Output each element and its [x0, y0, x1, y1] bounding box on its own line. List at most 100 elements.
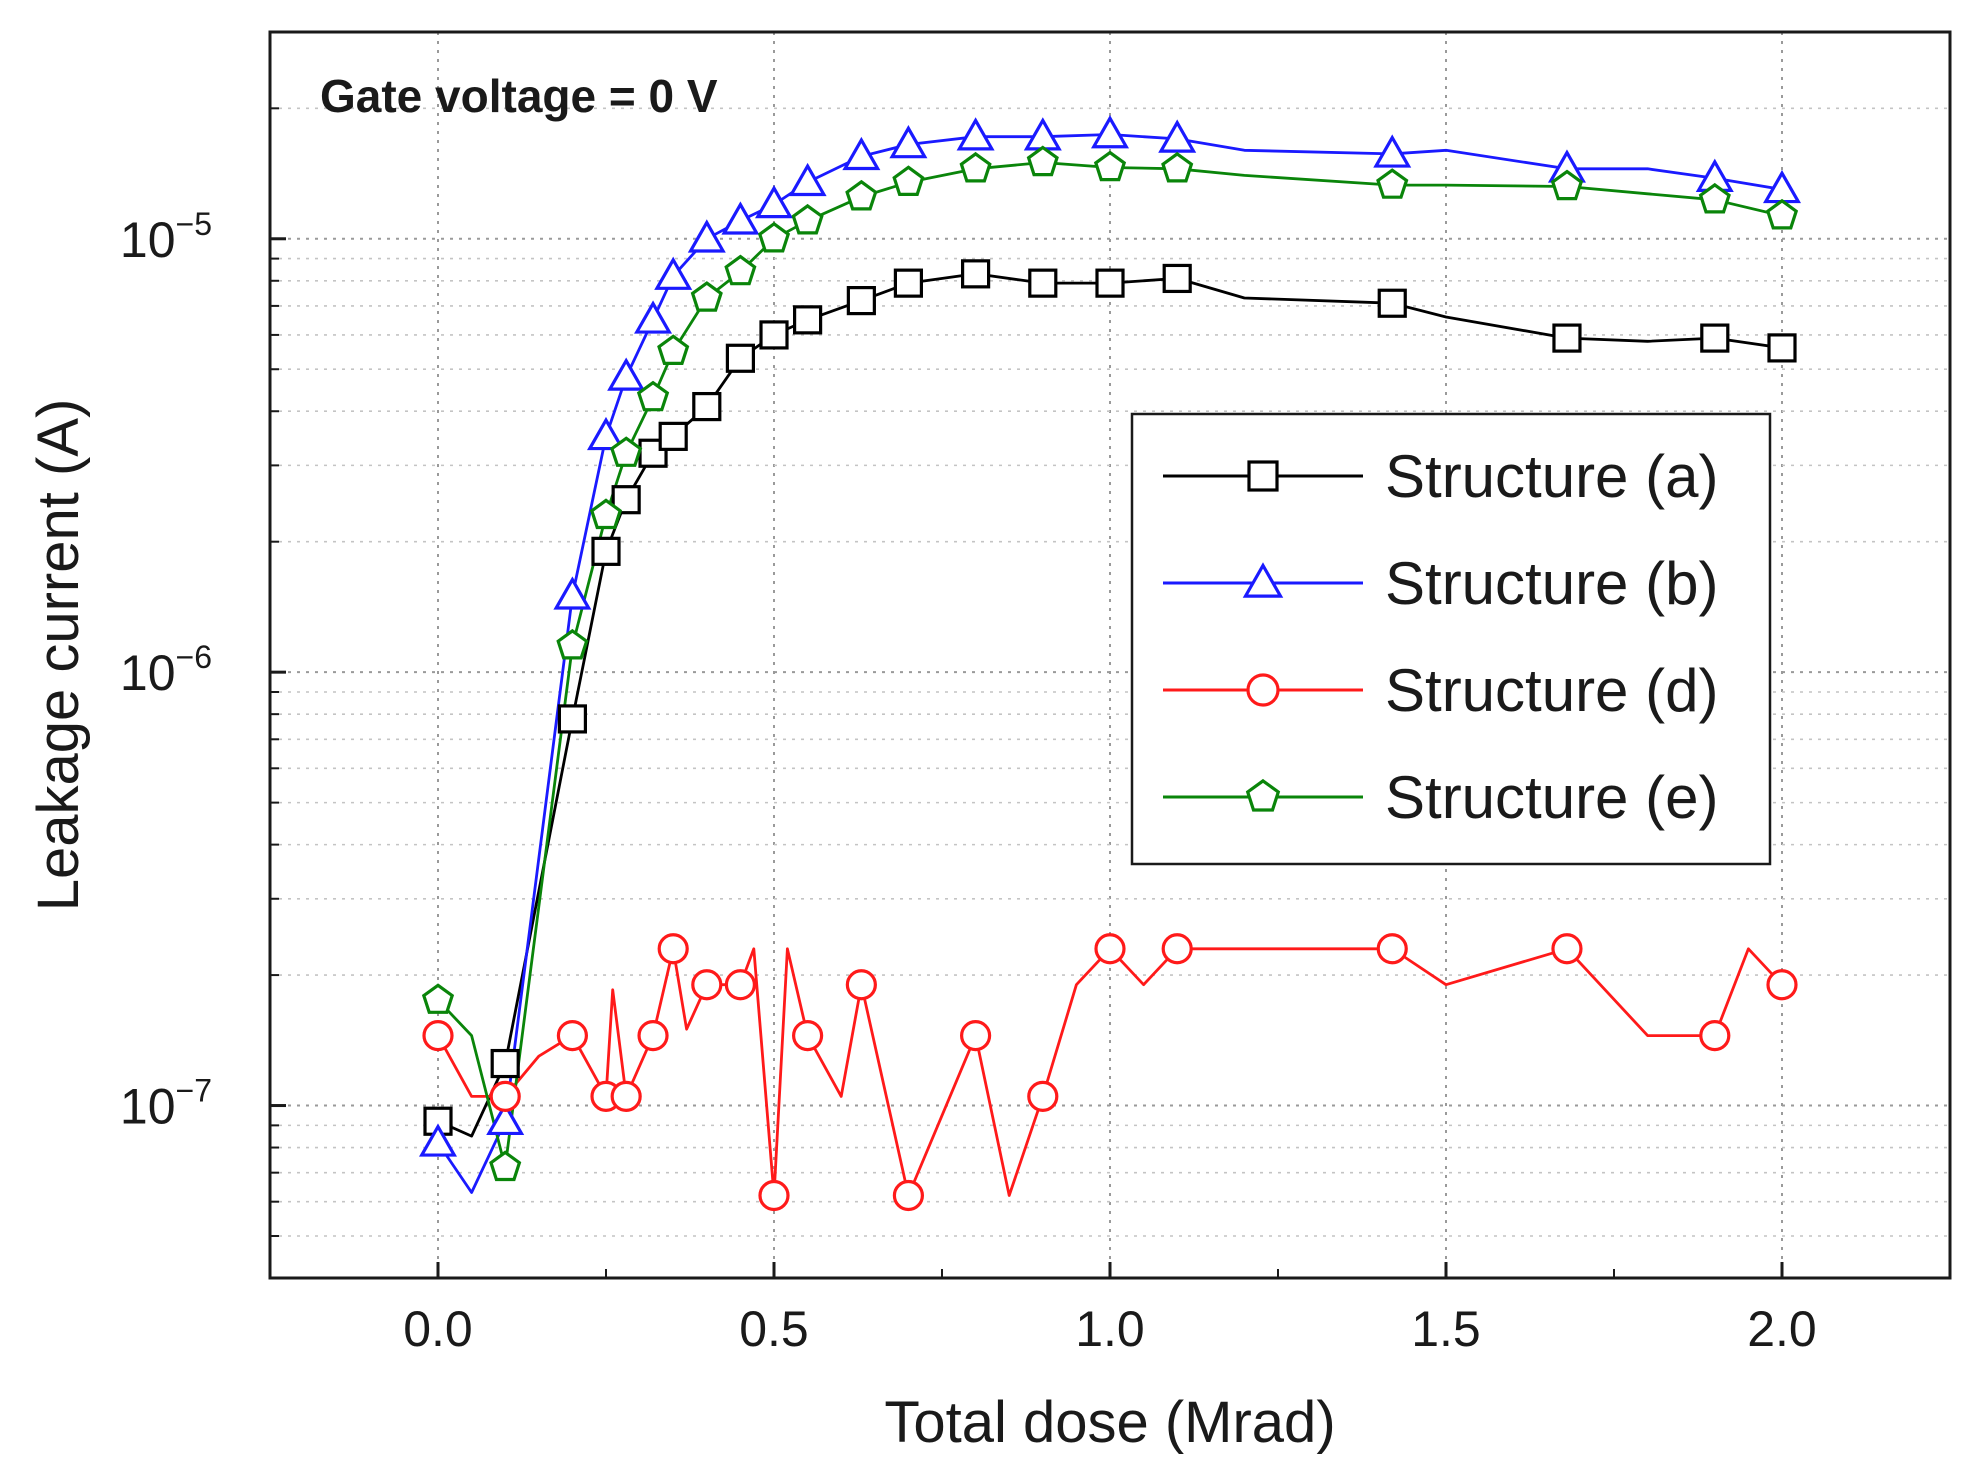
gate-voltage-annotation: Gate voltage = 0 V — [320, 70, 718, 122]
x-tick-label: 1.5 — [1411, 1301, 1481, 1357]
data-point-2 — [845, 969, 877, 1001]
data-point-2 — [1699, 1020, 1731, 1052]
data-point-3 — [1093, 150, 1127, 182]
data-point-1 — [1373, 134, 1412, 168]
data-point-3 — [1698, 182, 1731, 214]
data-point-3 — [636, 380, 670, 412]
x-axis-label: Total dose (Mrad) — [884, 1390, 1335, 1455]
data-point-3 — [1550, 169, 1584, 201]
y-tick-labels: 10−5 10−6 10−7 — [120, 206, 212, 1135]
legend-label: Structure (d) — [1385, 657, 1718, 724]
legend-marker — [1246, 673, 1280, 707]
legend-label: Structure (a) — [1385, 443, 1718, 510]
data-point-0 — [725, 343, 756, 373]
data-point-2 — [724, 969, 757, 1001]
data-point-2 — [1766, 969, 1798, 1001]
data-point-1 — [418, 1123, 458, 1157]
data-point-2 — [758, 1179, 790, 1212]
data-point-3 — [610, 436, 643, 467]
data-point-0 — [846, 286, 876, 316]
legend-marker — [1245, 778, 1281, 812]
data-point-2 — [791, 1020, 824, 1052]
data-point-3 — [1376, 168, 1409, 199]
data-point-3 — [791, 203, 824, 235]
data-point-1 — [889, 125, 928, 159]
axis-ticks — [269, 107, 1951, 1279]
data-point-1 — [842, 136, 881, 171]
data-point-1 — [654, 256, 693, 290]
data-point-3 — [690, 281, 723, 312]
y-axis-label: Leakage current (A) — [26, 399, 91, 912]
data-point-3 — [1765, 198, 1799, 230]
data-point-3 — [1026, 145, 1059, 177]
x-tick-label: 0.0 — [403, 1301, 473, 1357]
data-point-0 — [591, 536, 621, 566]
data-point-2 — [422, 1020, 454, 1052]
data-point-3 — [959, 151, 992, 183]
legend-box — [1130, 412, 1772, 866]
data-point-1 — [1158, 119, 1197, 153]
data-point-0 — [1700, 323, 1730, 353]
data-point-1 — [1023, 117, 1062, 151]
data-point-1 — [788, 162, 827, 197]
data-point-3 — [657, 334, 690, 365]
data-point-2 — [892, 1179, 925, 1212]
data-point-3 — [489, 1150, 522, 1182]
data-point-0 — [1028, 268, 1058, 298]
data-point-2 — [1376, 933, 1408, 965]
legend-label: Structure (e) — [1385, 764, 1718, 831]
data-point-3 — [556, 628, 589, 660]
series-markers — [418, 115, 1802, 1212]
data-point-0 — [759, 320, 789, 350]
data-point-0 — [692, 391, 722, 422]
data-point-3 — [892, 165, 925, 196]
data-point-1 — [634, 300, 673, 334]
x-tick-labels: 0.0 0.5 1.0 1.5 2.0 — [403, 1301, 1817, 1357]
legend: Structure (a) Structure (b) Structure (d) S… — [1130, 412, 1772, 866]
data-point-0 — [557, 704, 588, 734]
data-point-2 — [1094, 933, 1126, 965]
data-point-1 — [956, 117, 995, 151]
data-point-1 — [754, 184, 794, 219]
data-point-1 — [1090, 115, 1130, 149]
data-point-3 — [757, 221, 791, 253]
data-point-3 — [724, 254, 757, 286]
legend-marker — [1242, 562, 1284, 598]
data-point-0 — [1162, 263, 1192, 294]
data-point-1 — [553, 576, 592, 610]
y-tick-label: 10−6 — [120, 639, 212, 701]
data-point-0 — [1552, 323, 1582, 353]
legend-marker — [1247, 460, 1279, 492]
grid-lines — [270, 32, 1950, 1279]
legend-label: Structure (b) — [1385, 550, 1718, 617]
data-point-0 — [1767, 333, 1797, 363]
data-point-0 — [792, 305, 823, 335]
data-point-2 — [691, 969, 723, 1001]
data-point-2 — [556, 1020, 589, 1052]
data-point-2 — [1161, 933, 1193, 965]
data-point-1 — [687, 219, 726, 253]
data-point-0 — [1377, 288, 1407, 318]
x-tick-label: 0.5 — [739, 1301, 809, 1357]
data-point-1 — [586, 416, 626, 451]
data-point-2 — [1027, 1080, 1059, 1112]
data-point-2 — [637, 1020, 669, 1052]
data-point-2 — [657, 933, 689, 965]
y-tick-label: 10−7 — [120, 1073, 212, 1135]
series-line-2 — [436, 947, 1784, 1197]
data-point-2 — [1551, 933, 1583, 965]
data-point-2 — [610, 1080, 642, 1112]
data-point-0 — [960, 259, 991, 289]
data-point-3 — [421, 983, 455, 1014]
data-point-3 — [845, 179, 878, 211]
data-point-0 — [490, 1048, 520, 1079]
data-point-3 — [1161, 151, 1194, 183]
y-tick-label: 10−5 — [120, 206, 212, 268]
data-point-1 — [607, 357, 646, 391]
data-point-2 — [959, 1020, 992, 1052]
data-point-3 — [589, 498, 623, 530]
data-point-1 — [486, 1101, 525, 1136]
x-tick-label: 2.0 — [1747, 1301, 1817, 1357]
x-tick-label: 1.0 — [1075, 1301, 1145, 1357]
